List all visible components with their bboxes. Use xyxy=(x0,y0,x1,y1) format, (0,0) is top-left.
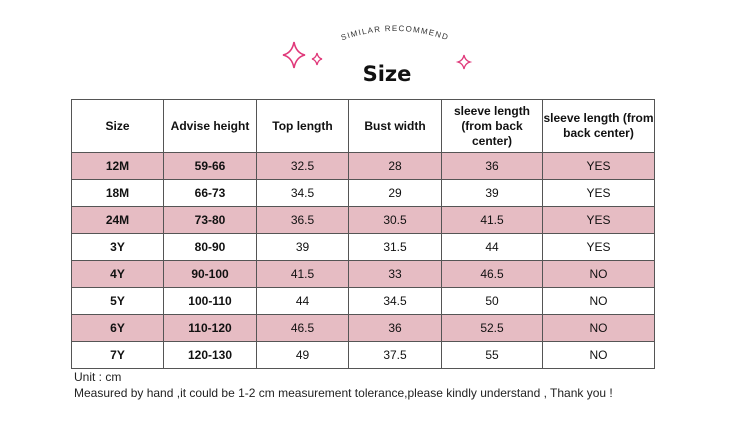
table-row: 3Y 80-90 39 31.5 44 YES xyxy=(71,233,655,261)
table-cell: 44 xyxy=(441,233,543,261)
table-cell: 31.5 xyxy=(348,233,442,261)
table-cell: 36 xyxy=(348,314,442,342)
table-cell: 44 xyxy=(256,287,349,315)
column-header: Size xyxy=(71,99,164,153)
table-cell: 29 xyxy=(348,179,442,207)
table-cell: 28 xyxy=(348,152,442,180)
table-cell: 41.5 xyxy=(441,206,543,234)
table-cell: 34.5 xyxy=(256,179,349,207)
table-cell: 46.5 xyxy=(256,314,349,342)
table-row: 12M 59-66 32.5 28 36 YES xyxy=(71,152,655,180)
column-header: Bust width xyxy=(348,99,442,153)
table-cell: 52.5 xyxy=(441,314,543,342)
table-cell: 18M xyxy=(71,179,164,207)
table-cell: 5Y xyxy=(71,287,164,315)
unit-note: Unit : cm xyxy=(74,370,122,384)
notes: Unit : cm Measured by hand ,it could be … xyxy=(74,369,613,401)
table-cell: 4Y xyxy=(71,260,164,288)
table-cell: 50 xyxy=(441,287,543,315)
table-cell: 39 xyxy=(441,179,543,207)
table-cell: 36.5 xyxy=(256,206,349,234)
table-cell: YES xyxy=(542,152,655,180)
similar-recommend-arc: SIMILAR RECOMMEND xyxy=(340,24,450,42)
table-row: 6Y 110-120 46.5 36 52.5 NO xyxy=(71,314,655,342)
table-cell: 36 xyxy=(441,152,543,180)
table-cell: 59-66 xyxy=(163,152,257,180)
page-title: Size xyxy=(362,62,412,86)
column-header: sleeve length (from back center) xyxy=(542,99,655,153)
svg-text:SIMILAR RECOMMEND: SIMILAR RECOMMEND xyxy=(340,24,450,42)
column-header: Advise height xyxy=(163,99,257,153)
table-cell: 6Y xyxy=(71,314,164,342)
column-header: Top length xyxy=(256,99,349,153)
table-row: 5Y 100-110 44 34.5 50 NO xyxy=(71,287,655,315)
table-row: 18M 66-73 34.5 29 39 YES xyxy=(71,179,655,207)
table-cell: 66-73 xyxy=(163,179,257,207)
table-cell: 120-130 xyxy=(163,341,257,369)
table-cell: 73-80 xyxy=(163,206,257,234)
table-cell: NO xyxy=(542,341,655,369)
table-cell: YES xyxy=(542,233,655,261)
size-chart-table: Size Advise height Top length Bust width… xyxy=(71,99,655,369)
table-cell: 55 xyxy=(441,341,543,369)
arc-text-label: SIMILAR RECOMMEND xyxy=(340,24,449,42)
sparkle-left-icon xyxy=(282,41,323,69)
table-cell: 34.5 xyxy=(348,287,442,315)
table-cell: 41.5 xyxy=(256,260,349,288)
table-cell: 49 xyxy=(256,341,349,369)
table-cell: NO xyxy=(542,287,655,315)
table-cell: 37.5 xyxy=(348,341,442,369)
table-cell: 32.5 xyxy=(256,152,349,180)
table-cell: YES xyxy=(542,179,655,207)
table-row: 7Y 120-130 49 37.5 55 NO xyxy=(71,341,655,369)
table-cell: 100-110 xyxy=(163,287,257,315)
table-cell: 110-120 xyxy=(163,314,257,342)
table-cell: 3Y xyxy=(71,233,164,261)
table-row: 4Y 90-100 41.5 33 46.5 NO xyxy=(71,260,655,288)
table-row: 24M 73-80 36.5 30.5 41.5 YES xyxy=(71,206,655,234)
table-cell: YES xyxy=(542,206,655,234)
table-cell: 39 xyxy=(256,233,349,261)
table-cell: NO xyxy=(542,314,655,342)
table-cell: 24M xyxy=(71,206,164,234)
table-cell: 46.5 xyxy=(441,260,543,288)
tolerance-note: Measured by hand ,it could be 1-2 cm mea… xyxy=(74,386,613,400)
table-cell: 80-90 xyxy=(163,233,257,261)
column-header: sleeve length (from back center) xyxy=(441,99,543,153)
table-header-row: Size Advise height Top length Bust width… xyxy=(71,99,655,153)
table-cell: NO xyxy=(542,260,655,288)
table-cell: 90-100 xyxy=(163,260,257,288)
table-cell: 7Y xyxy=(71,341,164,369)
table-cell: 12M xyxy=(71,152,164,180)
sparkle-right-icon xyxy=(455,54,473,70)
table-cell: 33 xyxy=(348,260,442,288)
table-cell: 30.5 xyxy=(348,206,442,234)
